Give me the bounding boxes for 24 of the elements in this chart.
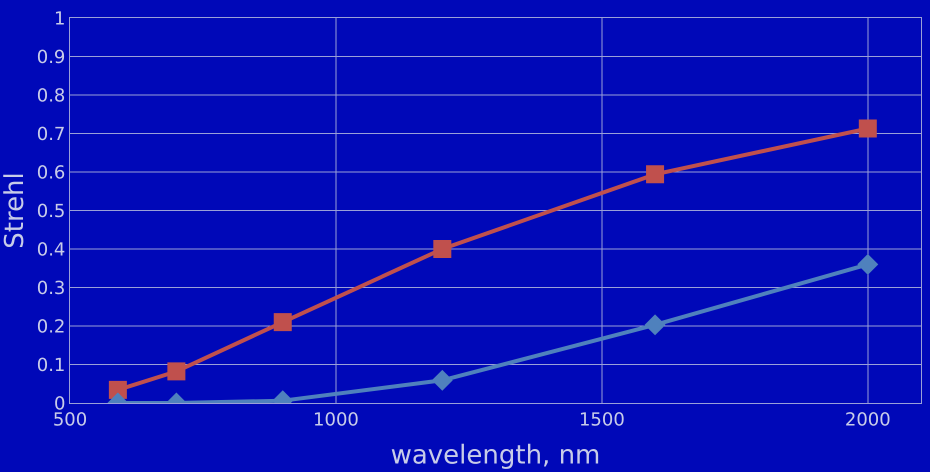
point — [167, 362, 186, 380]
point — [858, 120, 877, 138]
y-tick-label: 0.8 — [36, 85, 66, 106]
x-tick-label: 1000 — [313, 410, 359, 431]
y-tick-label: 0.9 — [36, 46, 66, 68]
point — [433, 240, 452, 258]
y-tick-label: 0.3 — [36, 278, 66, 299]
y-tick-label: 0.6 — [36, 162, 66, 184]
x-tick-label: 500 — [52, 410, 88, 431]
x-tick-label: 2000 — [844, 410, 891, 431]
y-tick-label: 0.7 — [36, 124, 66, 145]
point — [646, 165, 664, 184]
point — [644, 314, 666, 336]
y-axis-title: Strehl — [0, 172, 30, 249]
point — [274, 313, 292, 332]
x-axis-title: wavelength, nm — [390, 440, 600, 470]
point — [858, 254, 878, 275]
y-tick-label: 0.1 — [36, 354, 66, 376]
y-tick-label: 0.2 — [36, 316, 66, 338]
y-tick-label: 0.4 — [36, 239, 66, 260]
x-tick-label: 1500 — [578, 410, 625, 431]
y-tick-label: 0.5 — [36, 200, 66, 222]
point — [432, 370, 453, 391]
y-tick-label: 1 — [54, 8, 66, 30]
